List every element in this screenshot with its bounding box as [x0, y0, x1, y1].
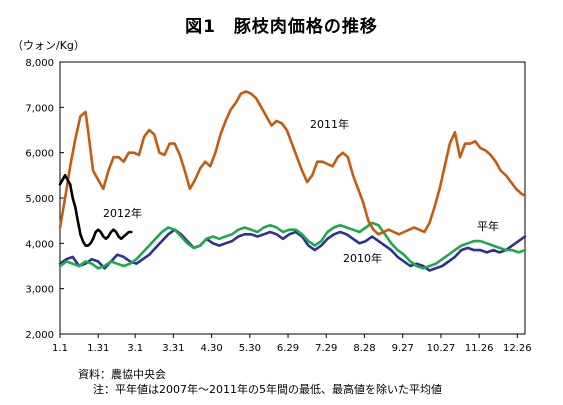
x-tick-label: 9.27	[392, 343, 414, 354]
chart-title: 図1 豚枝肉価格の推移	[185, 17, 378, 37]
x-tick-label: 12.26	[503, 343, 532, 354]
x-tick-label: 3.31	[162, 343, 184, 354]
annotation-2011: 2011年	[310, 117, 349, 131]
source-note: 資料：農協中央会	[78, 368, 166, 381]
x-axis: 1.1 1.31 3.1 3.31 4.30 5.30 6.29 7.29 8.28 9.27 10…	[52, 334, 532, 354]
x-tick-label: 7.29	[315, 343, 337, 354]
annotation-2010: 2010年	[343, 251, 382, 265]
series-line-2012年	[58, 174, 133, 247]
y-axis: 2,000 3,000 4,000 5,000 6,000 7,000 8,000	[25, 58, 64, 341]
plot-area	[59, 61, 526, 335]
x-tick-label: 4.30	[200, 343, 222, 354]
series-line-2011年	[58, 90, 527, 236]
annotation-average: 平年	[477, 219, 499, 233]
y-tick-label: 3,000	[25, 285, 54, 296]
x-tick-label: 1.1	[52, 343, 68, 354]
x-tick-label: 10.27	[427, 343, 456, 354]
x-tick-label: 1.31	[87, 343, 109, 354]
x-tick-label: 5.30	[239, 343, 261, 354]
y-tick-label: 5,000	[25, 194, 54, 205]
series-line-2010年	[58, 228, 527, 272]
annotation-2012: 2012年	[103, 206, 142, 220]
y-tick-label: 2,000	[25, 330, 54, 341]
x-tick-label: 3.1	[127, 343, 143, 354]
y-axis-unit-label: （ウォン/Kg）	[12, 39, 85, 52]
y-tick-label: 4,000	[25, 239, 54, 250]
series-lines	[58, 90, 527, 272]
footnote: 注：平年値は2007年～2011年の5年間の最低、最高値を除いた平均値	[93, 383, 442, 396]
y-tick-label: 7,000	[25, 103, 54, 114]
x-tick-label: 6.29	[277, 343, 299, 354]
x-tick-label: 11.26	[465, 343, 494, 354]
y-tick-label: 6,000	[25, 149, 54, 160]
y-tick-label: 8,000	[25, 58, 54, 69]
x-tick-label: 8.28	[353, 343, 375, 354]
series-line-平年	[58, 221, 527, 270]
